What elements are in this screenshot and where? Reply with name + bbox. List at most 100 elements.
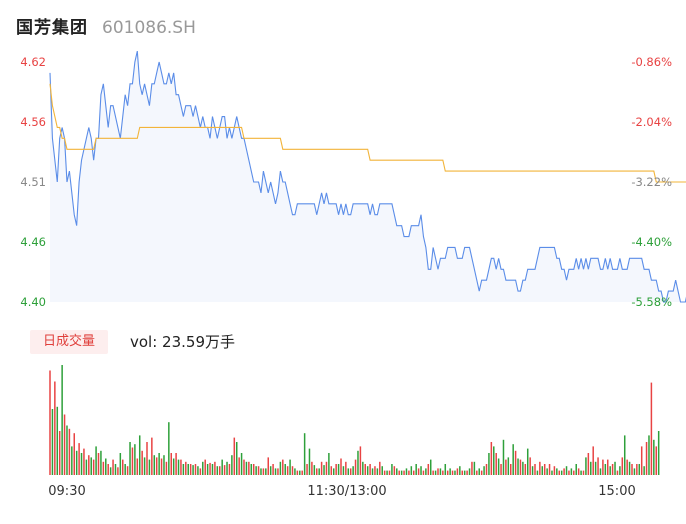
time-axis: 09:30 11:30/13:00 15:00 <box>48 484 635 499</box>
stock-code: 601086.SH <box>102 18 196 38</box>
volume-bar <box>221 459 223 475</box>
volume-bar <box>604 464 607 475</box>
volume-bar <box>461 470 463 475</box>
volume-bar <box>633 468 636 475</box>
volume-bar <box>609 466 611 475</box>
volume-bar <box>623 435 626 475</box>
volume-bar <box>383 470 386 475</box>
volume-bar <box>463 470 466 475</box>
volume-bar <box>189 464 192 475</box>
volume-bar <box>638 464 641 475</box>
volume-bar <box>459 466 461 475</box>
volume-bar <box>476 470 478 475</box>
volume-bar <box>621 457 624 475</box>
volume-bar <box>124 464 126 475</box>
volume-bar <box>379 461 381 475</box>
volume-bar <box>296 470 299 475</box>
volume-bar <box>352 466 354 475</box>
volume-bar <box>301 470 303 475</box>
volume-bar <box>274 468 277 475</box>
volume-bar <box>488 453 490 475</box>
volume-bar <box>655 446 657 475</box>
volume-bar <box>170 453 172 475</box>
volume-bar <box>211 464 214 475</box>
volume-bar <box>560 470 563 475</box>
volume-bar <box>575 464 577 475</box>
volume-bar <box>51 409 54 475</box>
stock-header: 国芳集团 601086.SH <box>16 13 196 39</box>
volume-bar <box>182 464 185 475</box>
volume-bar <box>349 468 352 475</box>
volume-bar <box>71 446 73 475</box>
volume-bar <box>228 464 231 475</box>
volume-bar <box>136 458 139 475</box>
volume-bar <box>374 466 376 475</box>
volume-bar <box>510 464 512 475</box>
volume-bar <box>235 442 238 475</box>
volume-bar <box>449 468 451 475</box>
volume-bar <box>526 448 529 475</box>
volume-bar <box>364 464 366 475</box>
volume-bar <box>599 468 602 475</box>
volume-bar <box>328 453 330 475</box>
volume-bar <box>238 457 240 475</box>
volume-bar <box>442 470 444 475</box>
volume-bar <box>417 468 420 475</box>
volume-bar <box>539 461 541 475</box>
stock-name: 国芳集团 <box>16 18 88 38</box>
volume-bar <box>204 459 206 475</box>
volume-bar <box>534 464 536 475</box>
volume-bar <box>192 465 194 475</box>
volume-bar <box>524 464 527 475</box>
volume-bar <box>131 447 134 475</box>
volume-bar <box>151 437 153 475</box>
volume-bar <box>138 435 141 475</box>
volume-bar <box>78 443 80 475</box>
volume-bar <box>219 466 221 475</box>
volume-bar <box>505 459 507 475</box>
volume-bar <box>163 455 165 475</box>
volume-bar <box>415 464 417 475</box>
volume-bar <box>243 459 245 475</box>
volume-bar <box>405 468 408 475</box>
volume-bar <box>400 470 403 475</box>
volume-bar <box>497 458 500 475</box>
volume-bar <box>61 365 63 475</box>
volume-tab[interactable]: 日成交量 <box>30 330 108 354</box>
time-tick-label: 15:00 <box>598 484 635 499</box>
volume-bar <box>265 468 267 475</box>
volume-bar <box>614 461 616 475</box>
volume-bar <box>250 464 253 475</box>
volume-bar <box>114 464 117 475</box>
price-axis: 4.62 4.56 4.51 4.46 4.40 <box>20 55 46 309</box>
volume-bar <box>519 459 522 475</box>
volume-bar <box>146 442 148 475</box>
volume-bar <box>556 468 558 475</box>
pct-tick-label: -5.58% <box>631 295 672 309</box>
volume-bar <box>393 466 396 475</box>
volume-bar <box>311 461 313 475</box>
volume-bar <box>168 422 170 475</box>
volume-bar <box>172 458 175 475</box>
pct-tick-label: -3.22% <box>631 175 672 189</box>
volume-bar <box>299 470 301 475</box>
volume-bar <box>284 464 286 475</box>
volume-bar <box>427 464 430 475</box>
volume-bar <box>75 450 78 475</box>
volume-bar <box>565 466 568 475</box>
volume-bar <box>83 448 85 475</box>
volume-bar <box>66 425 68 475</box>
volume-bar <box>272 464 274 475</box>
volume-bar <box>129 442 131 475</box>
volume-bar <box>366 466 369 475</box>
volume-bar <box>619 466 621 475</box>
volume-bar <box>517 458 519 475</box>
volume-bar <box>257 466 260 475</box>
volume-bar <box>216 466 219 475</box>
volume-bar <box>291 466 294 475</box>
volume-bar <box>543 464 546 475</box>
volume-bar <box>345 461 347 475</box>
volume-bar <box>332 468 335 475</box>
volume-bars <box>49 365 660 475</box>
pct-tick-label: -4.40% <box>631 235 672 249</box>
